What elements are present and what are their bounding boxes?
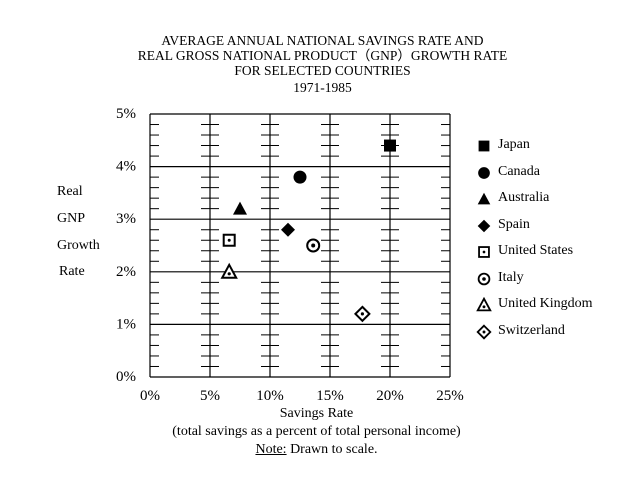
note-label: Note: [255, 442, 287, 457]
x-tick-label: 10% [256, 388, 284, 404]
data-point-united-kingdom [220, 262, 238, 279]
legend-label: Italy [498, 269, 524, 285]
data-point-canada [293, 170, 307, 184]
x-tick-label: 0% [140, 388, 160, 404]
y-axis-label-line-3: Growth [57, 238, 100, 253]
legend-marker-shape [478, 246, 490, 258]
axis-tick-labels: 0% 5% 10% 15% 20% 25% 0% 1% 2% 3% 4% 5% [116, 106, 464, 404]
legend-label: United Kingdom [498, 296, 593, 311]
note-text: Drawn to scale. [286, 442, 378, 457]
legend-marker-shape [478, 166, 490, 179]
legend-label: Canada [498, 163, 540, 179]
chart-note: Note: Drawn to scale. [0, 442, 633, 458]
legend-marker-italy [477, 272, 491, 285]
legend-marker-united-kingdom [476, 297, 492, 312]
y-tick-label: 5% [116, 106, 136, 122]
x-tick-label: 20% [376, 388, 404, 404]
legend-label: United States [498, 243, 574, 258]
x-tick-label: 5% [200, 388, 220, 404]
x-tick-label: 15% [316, 388, 344, 404]
chart-subtitle-years: 1971-1985 [293, 80, 352, 95]
x-axis-label: Savings Rate [279, 406, 354, 421]
legend-marker-canada [478, 166, 490, 179]
legend-marker-shape [477, 219, 491, 232]
y-tick-label: 3% [116, 211, 136, 227]
data-point-switzerland [353, 305, 371, 323]
y-tick-label: 1% [116, 316, 136, 332]
chart-title-line-2: REAL GROSS NATIONAL PRODUCT（GNP）GROWTH R… [137, 48, 508, 63]
data-point-spain [281, 222, 295, 237]
legend-marker-shape [477, 192, 491, 205]
y-axis-label-line-2: GNP [57, 211, 86, 226]
grid [149, 113, 451, 378]
legend-marker-shape [477, 272, 491, 285]
legend-marker-shape [478, 140, 490, 152]
data-point-japan [384, 139, 396, 152]
y-tick-label: 0% [116, 369, 136, 385]
chart-title-line-1: AVERAGE ANNUAL NATIONAL SAVINGS RATE AND [161, 33, 484, 48]
legend-marker-shape [476, 323, 492, 340]
legend-label: Japan [498, 137, 530, 152]
legend-marker-switzerland [476, 323, 492, 340]
legend-marker-spain [477, 219, 491, 232]
data-points [220, 139, 396, 323]
minor-ticks [150, 124, 450, 367]
x-tick-label: 25% [436, 388, 464, 404]
legend-marker-shape [476, 297, 492, 312]
y-axis-label-line-1: Real [57, 184, 83, 199]
legend-marker-united-states [478, 246, 490, 258]
y-tick-label: 2% [116, 264, 136, 280]
data-point-italy [306, 238, 321, 253]
y-axis-label-line-4: Rate [59, 264, 85, 279]
legend-label: Switzerland [498, 322, 565, 338]
data-point-australia [233, 201, 247, 215]
legend-label: Australia [498, 190, 550, 205]
legend-marker-japan [478, 140, 490, 152]
chart-title-line-3: FOR SELECTED COUNTRIES [234, 63, 411, 78]
legend-marker-australia [477, 192, 491, 205]
data-point-united-states [222, 233, 236, 247]
y-tick-label: 4% [116, 159, 136, 175]
x-axis-sublabel: (total savings as a percent of total per… [172, 424, 461, 439]
legend-label: Spain [498, 216, 530, 232]
